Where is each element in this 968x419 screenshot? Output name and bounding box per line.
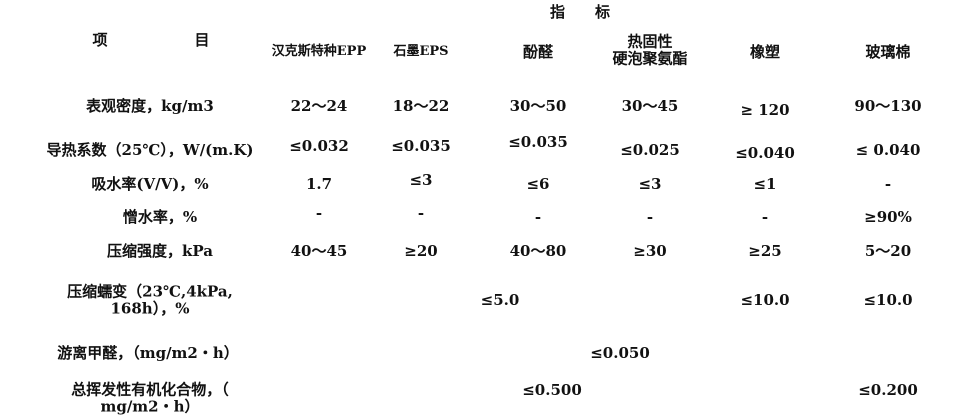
group-title: 指 标 bbox=[549, 2, 611, 21]
cell: 30～50 bbox=[509, 96, 567, 115]
cell: ≤ 0.040 bbox=[855, 140, 921, 159]
cell: ≤3 bbox=[409, 170, 433, 189]
cell: ≥25 bbox=[748, 241, 782, 260]
cell: ≤0.025 bbox=[620, 140, 680, 159]
cell: 5～20 bbox=[864, 241, 912, 260]
cell: ≤0.200 bbox=[858, 380, 918, 399]
cell: 40～80 bbox=[509, 241, 567, 260]
cell: ≤0.035 bbox=[391, 136, 451, 155]
cell: ≤6 bbox=[526, 174, 550, 193]
cell-merged: ≤0.500 bbox=[522, 380, 582, 399]
cell: 1.7 bbox=[305, 174, 333, 193]
cell: ≥90% bbox=[864, 207, 912, 226]
row-label-conductivity: 导热系数（25℃），W/(m.K) bbox=[46, 140, 254, 159]
row-label-water-absorption: 吸水率(V/V)，% bbox=[91, 174, 209, 193]
cell: 30～45 bbox=[621, 96, 679, 115]
cell: ≤0.040 bbox=[735, 143, 795, 162]
cell: ≥ 120 bbox=[740, 100, 790, 119]
row-label-compressive-strength: 压缩强度，kPa bbox=[107, 241, 213, 260]
cell: 90～130 bbox=[854, 96, 922, 115]
cell: 22～24 bbox=[290, 96, 348, 115]
cell-merged: ≤5.0 bbox=[480, 290, 520, 309]
cell: ≥30 bbox=[633, 241, 667, 260]
col-header-phenolic: 酚醛 bbox=[522, 42, 554, 61]
cell: - bbox=[315, 203, 323, 222]
cell: 18～22 bbox=[392, 96, 450, 115]
cell: ≤10.0 bbox=[863, 290, 913, 309]
item-header-left: 项 bbox=[92, 30, 108, 49]
cell: - bbox=[761, 207, 769, 226]
item-header-right: 目 bbox=[194, 30, 210, 49]
col-header-glasswool: 玻璃棉 bbox=[865, 42, 911, 61]
cell: ≤1 bbox=[753, 174, 777, 193]
col-header-rubber: 橡塑 bbox=[749, 42, 781, 61]
cell: - bbox=[884, 174, 892, 193]
cell-merged: ≤0.050 bbox=[590, 343, 650, 362]
cell: - bbox=[417, 203, 425, 222]
col-header-epp: 汉克斯特种EPP bbox=[271, 43, 367, 59]
cell: ≤3 bbox=[638, 174, 662, 193]
cell: 40～45 bbox=[290, 241, 348, 260]
cell: - bbox=[534, 207, 542, 226]
row-label-formaldehyde: 游离甲醛，（mg/m2・h） bbox=[57, 343, 239, 362]
col-header-pu: 热固性 硬泡聚氨酯 bbox=[612, 32, 688, 67]
cell: ≤0.032 bbox=[289, 136, 349, 155]
cell: ≤0.035 bbox=[508, 132, 568, 151]
row-label-tvoc: 总挥发性有机化合物，（ mg/m2・h） bbox=[71, 380, 229, 415]
row-label-density: 表观密度，kg/m3 bbox=[86, 96, 214, 115]
cell: ≤10.0 bbox=[740, 290, 790, 309]
row-label-hydrophobicity: 憎水率，% bbox=[122, 207, 198, 226]
row-label-creep: 压缩蠕变（23℃,4kPa, 168h），% bbox=[67, 282, 233, 317]
cell: - bbox=[646, 207, 654, 226]
cell: ≥20 bbox=[404, 241, 438, 260]
col-header-graphite-eps: 石墨EPS bbox=[393, 43, 449, 59]
